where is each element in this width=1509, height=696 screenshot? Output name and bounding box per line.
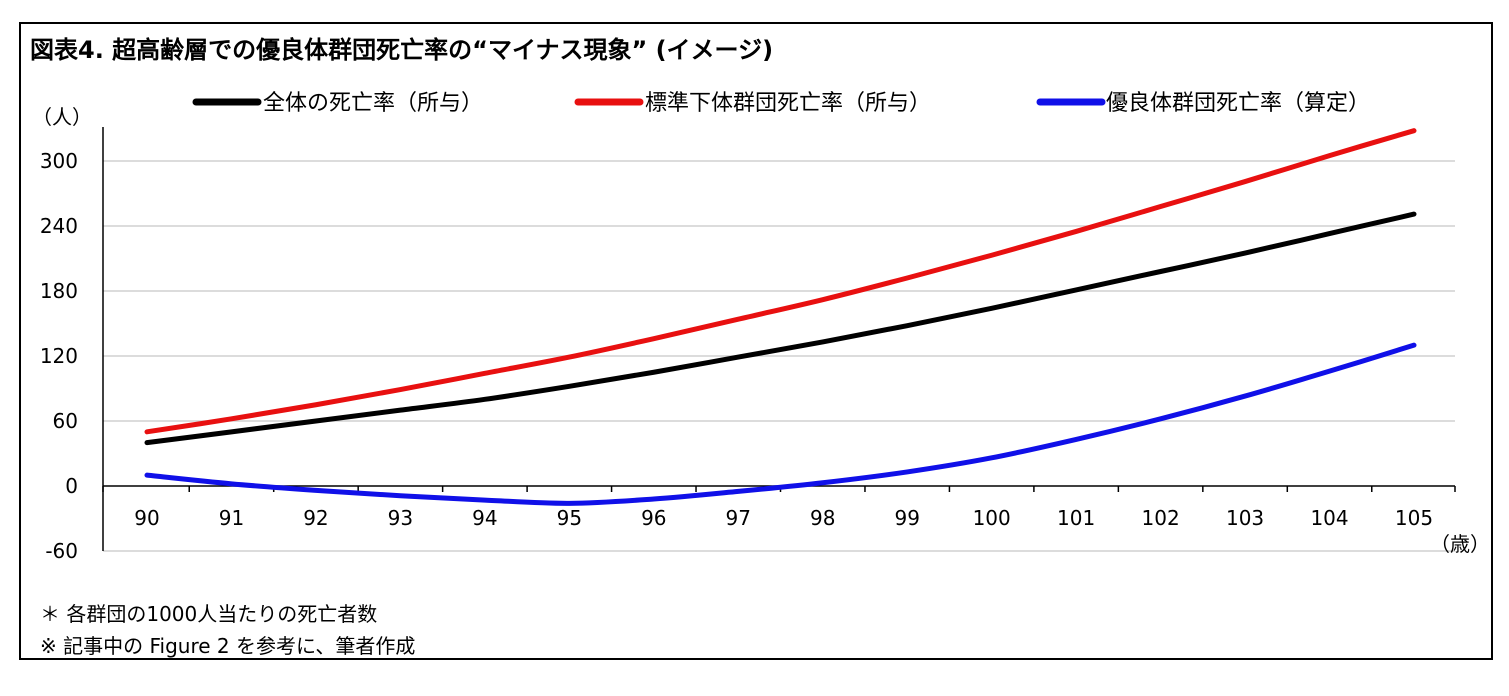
x-tick-label: 90 xyxy=(134,506,159,530)
x-tick-label: 95 xyxy=(557,506,582,530)
footnote-source: ※ 記事中の Figure 2 を参考に、筆者作成 xyxy=(40,634,416,658)
y-tick-label: 300 xyxy=(40,149,78,173)
y-tick-label: 240 xyxy=(40,214,78,238)
y-tick-label: 60 xyxy=(53,409,78,433)
series-line-1 xyxy=(144,211,1417,446)
x-tick-label: 91 xyxy=(219,506,244,530)
x-tick-label: 105 xyxy=(1395,506,1433,530)
x-tick-label: 101 xyxy=(1057,506,1095,530)
x-tick-label: 98 xyxy=(810,506,835,530)
gridlines xyxy=(103,160,1455,552)
legend: 全体の死亡率（所与） 標準下体群団死亡率（所与） 優良体群団死亡率（算定） xyxy=(192,91,1370,116)
x-tick-label: 99 xyxy=(894,506,919,530)
series-line-2 xyxy=(144,128,1417,435)
y-tick-label: 120 xyxy=(40,344,78,368)
legend-label-2: 標準下体群団死亡率（所与） xyxy=(645,91,931,116)
series-line-3 xyxy=(144,342,1417,506)
x-axis-unit-label: （歳） xyxy=(1430,532,1490,556)
legend-label-1: 全体の死亡率（所与） xyxy=(263,91,483,116)
x-tick-label: 102 xyxy=(1142,506,1180,530)
x-tick-label: 94 xyxy=(472,506,497,530)
chart-title: 図表4. 超高齢層での優良体群団死亡率の“マイナス現象” (イメージ) xyxy=(30,36,774,64)
y-tick-label: 0 xyxy=(65,474,78,498)
y-tick-label: -60 xyxy=(45,539,78,563)
x-tick-label: 104 xyxy=(1310,506,1348,530)
x-tick-label: 100 xyxy=(973,506,1011,530)
y-tick-label: 180 xyxy=(40,279,78,303)
chart-frame xyxy=(19,22,1493,660)
legend-label-3: 優良体群団死亡率（算定） xyxy=(1106,91,1370,116)
x-tick-label: 93 xyxy=(388,506,413,530)
y-axis-unit-label: （人） xyxy=(32,105,92,129)
x-tick-label: 97 xyxy=(726,506,751,530)
series-lines xyxy=(144,128,1417,506)
footnote-unit: ＊ 各群団の1000人当たりの死亡者数 xyxy=(40,602,378,626)
x-tick-label: 103 xyxy=(1226,506,1264,530)
x-tick-label: 92 xyxy=(303,506,328,530)
x-tick-label: 96 xyxy=(641,506,666,530)
axes: -60 0 60 120 180 240 300 90 91 92 93 94 95 96 97 98 99 10… xyxy=(32,105,1490,563)
